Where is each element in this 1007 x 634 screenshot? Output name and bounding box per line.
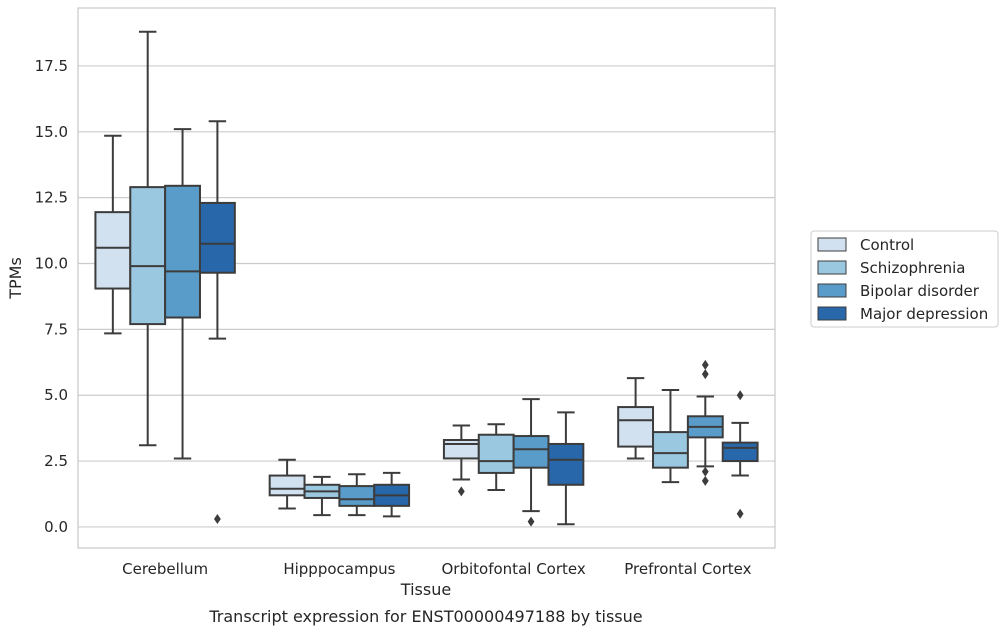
y-tick-label: 17.5: [35, 57, 68, 75]
box-major-depression: [721, 390, 759, 519]
box-control: [268, 458, 306, 510]
outlier-point: [701, 475, 709, 486]
y-tick-label: 12.5: [35, 189, 68, 207]
legend-label: Major depression: [860, 305, 988, 323]
outlier-point: [736, 390, 744, 401]
box-iqr: [338, 485, 376, 507]
outlier-point: [736, 508, 744, 519]
box-schizophrenia: [303, 475, 341, 517]
outlier-point: [214, 514, 221, 525]
box-schizophrenia: [129, 30, 167, 447]
box-schizophrenia: [477, 423, 515, 492]
legend-frame: [810, 230, 999, 328]
legend-label: Bipolar disorder: [860, 282, 980, 300]
box-bipolar-disorder: [512, 398, 550, 527]
y-tick-label: 0.0: [44, 518, 68, 536]
y-tick-label: 15.0: [35, 123, 68, 141]
y-tick-label: 5.0: [44, 386, 68, 404]
outlier-point: [457, 486, 465, 497]
box-bipolar-disorder: [164, 128, 201, 460]
box-major-depression: [198, 120, 236, 525]
chart-caption: Transcript expression for ENST0000049718…: [208, 607, 642, 626]
box-control: [617, 377, 655, 460]
outlier-point: [701, 359, 709, 370]
x-tick-label: Hipppocampus: [283, 560, 395, 578]
box-iqr: [268, 474, 306, 497]
legend-label: Control: [860, 236, 914, 254]
y-axis-ticks: 0.0 2.5 5.0 7.5 10.0 12.5 15.0 17.5: [35, 57, 68, 536]
legend-swatch: [817, 306, 847, 321]
box-control: [442, 424, 480, 497]
box-iqr: [512, 435, 550, 469]
box-iqr: [547, 442, 585, 486]
box-iqr: [652, 431, 689, 469]
box-iqr: [164, 184, 201, 319]
x-axis-label: Tissue: [400, 580, 451, 599]
plot-area-frame: [77, 7, 776, 549]
legend-label: Schizophrenia: [860, 259, 965, 277]
box-iqr: [477, 433, 515, 474]
outlier-point: [527, 516, 535, 527]
y-tick-label: 7.5: [44, 320, 68, 338]
box-schizophrenia: [652, 388, 689, 484]
box-iqr: [198, 201, 236, 274]
box-bipolar-disorder: [686, 359, 724, 486]
y-tick-label: 10.0: [35, 255, 68, 273]
box-iqr: [129, 186, 167, 326]
box-control: [94, 134, 132, 335]
outlier-point: [701, 466, 709, 477]
legend: Control Schizophrenia Bipolar disorder Majo…: [810, 230, 999, 328]
box-major-depression: [547, 411, 585, 526]
box-iqr: [442, 439, 480, 460]
boxes-layer: [94, 30, 759, 527]
box-bipolar-disorder: [338, 473, 376, 517]
box-major-depression: [373, 471, 411, 518]
x-tick-label: Orbitofontal Cortex: [442, 560, 586, 578]
x-tick-label: Cerebellum: [122, 560, 208, 578]
box-iqr: [617, 406, 655, 448]
box-iqr: [721, 441, 759, 463]
outlier-point: [701, 369, 709, 380]
legend-swatch: [817, 283, 847, 298]
y-axis-label: TPMs: [6, 257, 25, 300]
x-axis-ticks: Cerebellum Hipppocampus Orbitofontal Corte…: [122, 560, 751, 578]
x-tick-label: Prefrontal Cortex: [624, 560, 751, 578]
y-tick-label: 2.5: [44, 452, 68, 470]
legend-swatch: [817, 237, 847, 252]
legend-swatch: [817, 260, 847, 275]
box-iqr: [94, 211, 132, 290]
